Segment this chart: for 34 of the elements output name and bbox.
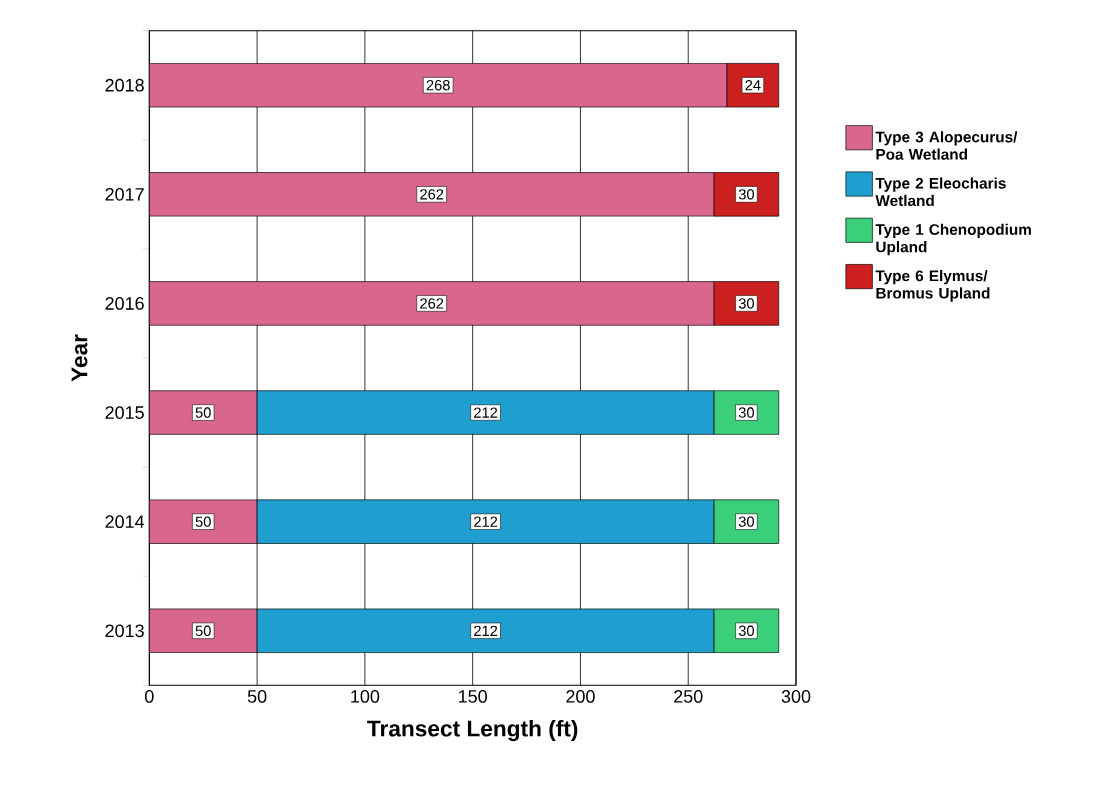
data-label: 30 [738, 189, 754, 200]
data-label: 262 [420, 189, 444, 200]
data-label: 30 [738, 625, 754, 637]
x-tick-label: 150 [459, 690, 487, 703]
x-tick-label: 250 [674, 690, 703, 703]
data-label: 212 [474, 407, 498, 418]
y-tick-label: 2017 [105, 188, 144, 201]
x-tick-label: 50 [247, 690, 267, 703]
data-label: 30 [738, 298, 754, 309]
data-label: 268 [426, 80, 450, 91]
data-label: 50 [195, 516, 211, 528]
y-tick-label: 2014 [105, 515, 145, 529]
legend-label: Type 3 Alopecurus/ Poa Wetland [875, 131, 1018, 160]
legend-label: Type 2 Eleocharis Wetland [875, 177, 1006, 207]
data-label: 30 [738, 407, 754, 418]
y-tick-label: 2015 [105, 406, 144, 420]
x-tick-label: 300 [781, 690, 811, 703]
x-tick-label: 0 [145, 690, 154, 703]
data-label: 212 [474, 516, 498, 527]
y-tick-label: 2018 [105, 79, 144, 92]
x-tick-label: 200 [566, 690, 595, 703]
data-label: 262 [420, 298, 444, 309]
legend-label: Type 6 Elymus/ Bromus Upland [875, 270, 990, 302]
y-axis-title: Year [71, 334, 88, 382]
y-tick-label: 2013 [105, 624, 144, 638]
y-tick-label: 2016 [105, 297, 144, 310]
data-label: 24 [745, 80, 761, 91]
legend-label: Type 1 Chenopodium Upland [875, 223, 1031, 256]
data-label: 50 [195, 407, 211, 418]
x-axis-title: Transect Length (ft) [367, 720, 578, 742]
x-tick-label: 100 [351, 690, 380, 703]
data-label: 50 [195, 625, 211, 637]
data-label: 212 [474, 625, 498, 637]
data-label: 30 [738, 516, 754, 528]
